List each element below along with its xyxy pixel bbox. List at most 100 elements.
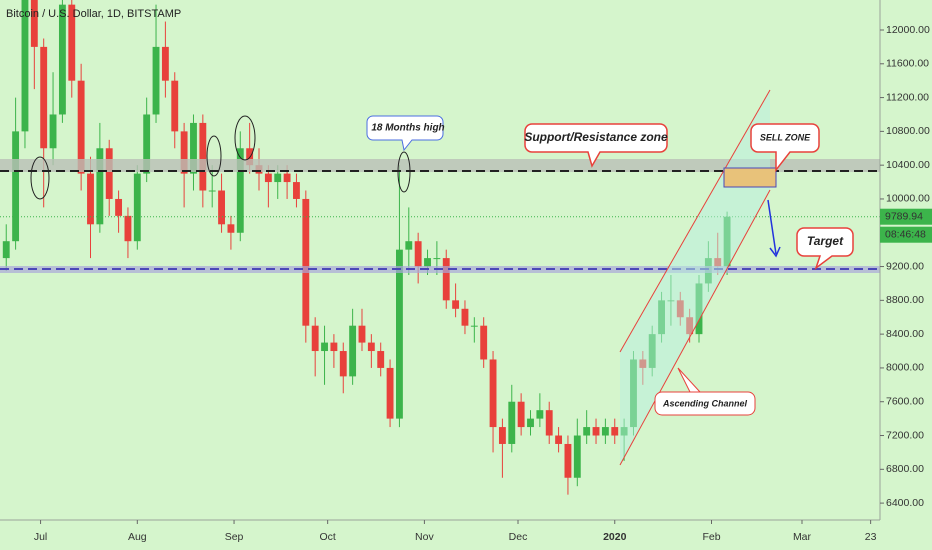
candle-body bbox=[12, 131, 20, 242]
y-tick-label: 12000.00 bbox=[886, 24, 930, 36]
y-tick-label: 8400.00 bbox=[886, 328, 924, 340]
candle-body bbox=[30, 0, 38, 47]
candle-body bbox=[58, 4, 66, 115]
channel-upper bbox=[619, 89, 771, 353]
arrow bbox=[767, 199, 777, 255]
candle-body bbox=[339, 351, 347, 377]
last-price-label: 9789.94 bbox=[885, 210, 923, 222]
y-tick-label: 6800.00 bbox=[886, 463, 924, 475]
candle-body bbox=[68, 4, 76, 81]
candle-body bbox=[489, 359, 497, 428]
y-tick-label: 8000.00 bbox=[886, 362, 924, 374]
candle-body bbox=[321, 342, 328, 352]
y-tick-label: 6400.00 bbox=[886, 497, 924, 509]
candle-body bbox=[236, 148, 244, 233]
candle-body bbox=[49, 114, 57, 149]
x-tick-label: Aug bbox=[128, 531, 147, 543]
candle-body bbox=[527, 418, 534, 428]
annotation: Target bbox=[807, 234, 844, 248]
candle-body bbox=[433, 258, 441, 260]
chart-title: Bitcoin / U.S. Dollar, 1D, BITSTAMP bbox=[6, 8, 181, 20]
y-tick-label: 10400.00 bbox=[886, 159, 930, 171]
countdown-box bbox=[880, 226, 932, 243]
candle-body bbox=[377, 351, 385, 368]
candle-body bbox=[190, 122, 197, 174]
candle-body bbox=[330, 342, 338, 352]
candle-body bbox=[264, 173, 272, 183]
candle-body bbox=[424, 258, 431, 267]
candle-body bbox=[293, 182, 300, 199]
annotation: Ascending Channel bbox=[662, 398, 748, 408]
last-price-box bbox=[880, 208, 932, 225]
candle-body bbox=[2, 241, 10, 259]
candle-body bbox=[573, 435, 581, 478]
candle-body bbox=[171, 80, 179, 132]
x-tick-label: Feb bbox=[702, 531, 720, 543]
x-tick-label: Nov bbox=[415, 531, 434, 543]
drawings: 18 Months high Support/Resistance zone S… bbox=[0, 89, 880, 466]
x-tick-label: 23 bbox=[865, 531, 877, 543]
callout bbox=[796, 227, 854, 271]
candle-body bbox=[143, 114, 151, 174]
candle-body bbox=[87, 173, 94, 225]
x-tick-label: Jul bbox=[34, 531, 47, 543]
y-tick-label: 7600.00 bbox=[886, 396, 924, 408]
candle-body bbox=[227, 224, 235, 233]
candle-body bbox=[536, 410, 544, 419]
candle-body bbox=[115, 198, 123, 216]
channel-lower bbox=[619, 189, 771, 466]
callout bbox=[750, 123, 820, 173]
y-tick-label: 11200.00 bbox=[886, 91, 929, 103]
candle-body bbox=[480, 325, 488, 360]
candle-body bbox=[349, 325, 357, 377]
candle-body bbox=[564, 443, 572, 478]
candle-body bbox=[180, 131, 188, 174]
candle-body bbox=[358, 325, 366, 343]
candle-body bbox=[208, 190, 216, 192]
candle-body bbox=[414, 241, 422, 267]
candle-body bbox=[274, 173, 282, 183]
annotation: Support/Resistance zone bbox=[524, 130, 668, 144]
candle-body bbox=[498, 427, 506, 444]
candle-body bbox=[152, 46, 160, 115]
candle-body bbox=[517, 401, 525, 428]
candle-body bbox=[461, 308, 469, 326]
ellipse bbox=[206, 135, 222, 177]
axes: 6400.00 6800.00 7200.00 7600.00 8000.00 8400.… bbox=[34, 24, 932, 543]
ellipse bbox=[397, 151, 411, 193]
y-tick-label: 9200.00 bbox=[886, 260, 924, 272]
candle-body bbox=[452, 300, 460, 309]
ellipse bbox=[234, 115, 256, 161]
callout bbox=[366, 115, 444, 152]
candle-body bbox=[592, 427, 600, 436]
y-tick-label: 8800.00 bbox=[886, 294, 924, 306]
candle-body bbox=[367, 342, 375, 352]
x-tick-label: Sep bbox=[225, 531, 244, 543]
candle-body bbox=[405, 241, 413, 250]
candle-body bbox=[442, 258, 450, 301]
candle-body bbox=[161, 46, 169, 81]
candle-body bbox=[283, 173, 291, 183]
sell-zone bbox=[723, 167, 777, 188]
candle-body bbox=[105, 148, 113, 199]
x-tick-label: 2020 bbox=[603, 531, 627, 543]
candle-body bbox=[124, 215, 132, 242]
candle-body bbox=[555, 435, 563, 444]
callout bbox=[524, 123, 668, 168]
candle-body bbox=[396, 249, 403, 419]
ellipse bbox=[30, 156, 50, 200]
annotation: SELL ZONE bbox=[760, 132, 811, 142]
x-tick-label: Mar bbox=[793, 531, 812, 543]
y-tick-label: 10000.00 bbox=[886, 193, 930, 205]
candle-body bbox=[601, 427, 609, 436]
x-tick-label: Dec bbox=[509, 531, 528, 543]
resistance-zone bbox=[0, 159, 880, 172]
candle-body bbox=[470, 325, 478, 327]
candle-body bbox=[218, 190, 225, 225]
y-tick-label: 10800.00 bbox=[886, 125, 930, 137]
candle-body bbox=[311, 325, 319, 352]
candle-body bbox=[545, 410, 553, 436]
y-tick-label: 11600.00 bbox=[886, 58, 929, 70]
